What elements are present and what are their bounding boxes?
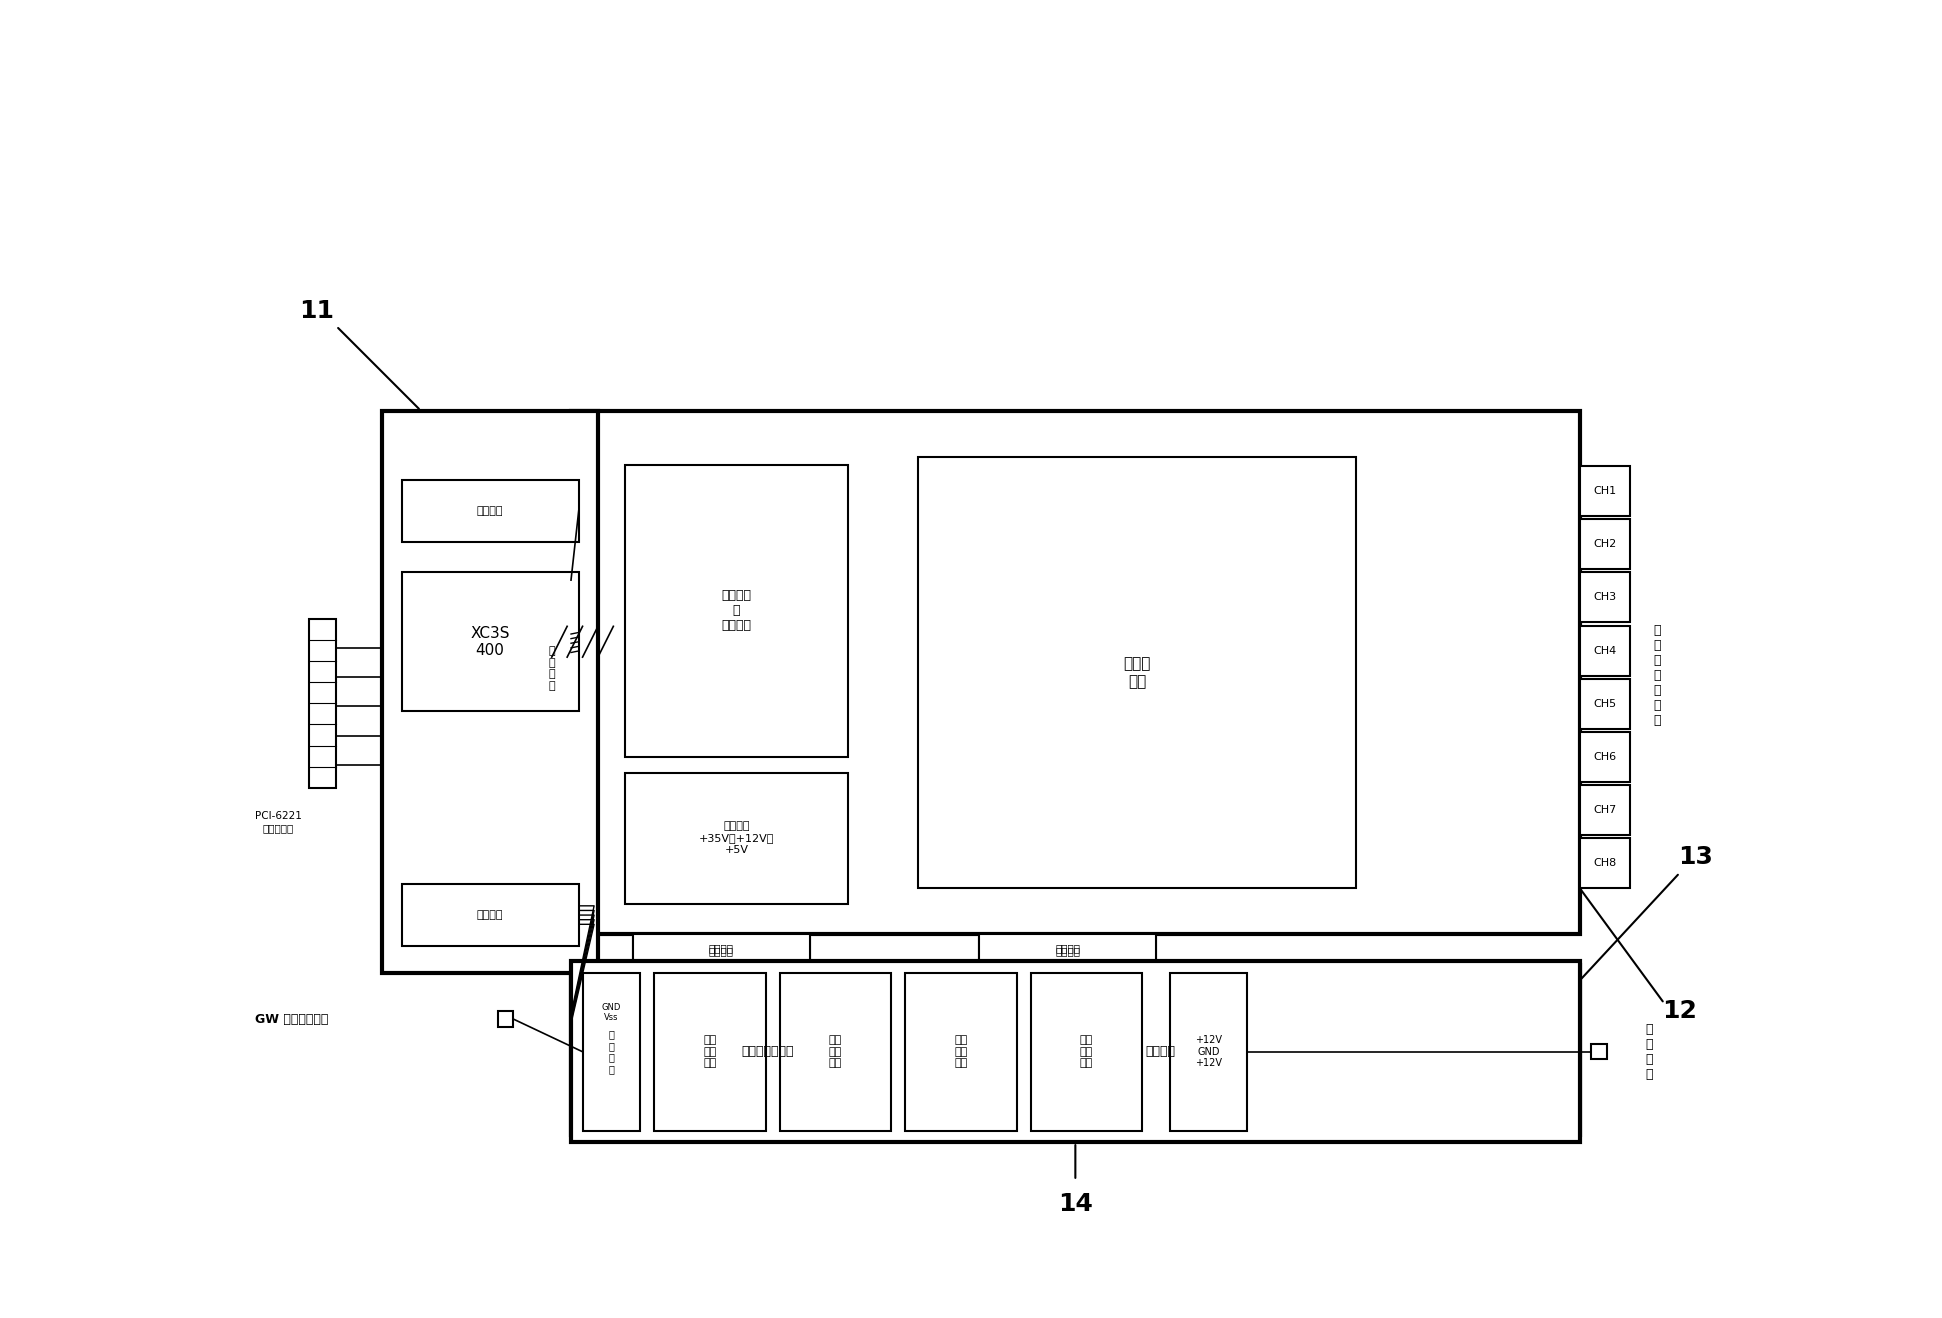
Bar [402, 480, 579, 542]
Bar [654, 973, 765, 1131]
Bar [633, 934, 810, 961]
Text: 接口电路
和
触发电路: 接口电路 和 触发电路 [722, 589, 752, 633]
Text: 控制和保护电路: 控制和保护电路 [742, 1045, 794, 1058]
Text: 电源接口
+35V、+12V、
+5V: 电源接口 +35V、+12V、 +5V [699, 821, 775, 854]
Bar [625, 465, 849, 758]
Text: 电阻
测量
电路: 电阻 测量 电路 [829, 1035, 843, 1069]
Bar [1579, 838, 1629, 888]
Text: PCI-6221
数据采集卡: PCI-6221 数据采集卡 [254, 811, 301, 833]
Text: CH5: CH5 [1592, 699, 1616, 709]
Text: GND
Vss: GND Vss [602, 1003, 621, 1021]
Text: 控
制
接
口: 控 制 接 口 [548, 646, 555, 691]
Bar [1579, 679, 1629, 729]
Text: GW 可调直流电源: GW 可调直流电源 [254, 1012, 328, 1025]
Bar [1579, 731, 1629, 782]
Bar [1579, 467, 1629, 517]
Text: 模拟接口: 模拟接口 [478, 909, 503, 920]
Text: 电感
测量
电路: 电感 测量 电路 [703, 1035, 717, 1069]
Bar [1171, 973, 1247, 1131]
Text: 控测接口: 控测接口 [709, 942, 734, 953]
Text: 控测接口: 控测接口 [709, 946, 734, 957]
Text: 复位接口: 复位接口 [1055, 946, 1080, 957]
Text: 电流
测量
电路: 电流 测量 电路 [1080, 1035, 1093, 1069]
Text: CH3: CH3 [1592, 593, 1616, 602]
Bar [402, 884, 579, 946]
Text: 驱级电路: 驱级电路 [1146, 1045, 1175, 1058]
Bar [1579, 626, 1629, 676]
Bar [571, 411, 1579, 934]
Bar [583, 973, 641, 1131]
Bar [497, 1011, 513, 1027]
Bar [1033, 985, 1288, 1119]
Bar [979, 934, 1155, 961]
Bar [571, 965, 1579, 1135]
Text: CH4: CH4 [1592, 646, 1616, 655]
Text: XC3S
400: XC3S 400 [470, 626, 511, 658]
Text: 外
部
电
源: 外 部 电 源 [1645, 1023, 1653, 1081]
Bar [779, 973, 891, 1131]
Bar [917, 457, 1356, 888]
Bar [1590, 1044, 1606, 1060]
Bar [633, 938, 810, 965]
Text: 11: 11 [299, 299, 334, 323]
Text: CH1: CH1 [1592, 486, 1616, 496]
Bar [309, 618, 336, 788]
Bar [594, 985, 940, 1119]
Text: 13: 13 [1678, 845, 1713, 870]
Text: 接
传
测
集
电
磁
侧: 接 传 测 集 电 磁 侧 [1653, 625, 1660, 728]
Bar [571, 961, 1579, 1143]
Bar [1579, 786, 1629, 836]
Text: CH8: CH8 [1592, 858, 1616, 869]
Bar [402, 572, 579, 710]
Text: 调试接口: 调试接口 [478, 506, 503, 515]
Text: 12: 12 [1662, 999, 1697, 1023]
Bar [1579, 519, 1629, 569]
Text: 14: 14 [1058, 1191, 1093, 1215]
Text: CH7: CH7 [1592, 805, 1616, 815]
Text: 测量接口: 测量接口 [1055, 942, 1080, 953]
Text: CH6: CH6 [1592, 751, 1616, 762]
Bar [532, 542, 571, 796]
Bar [625, 772, 849, 904]
Bar [1031, 973, 1142, 1131]
Bar [979, 938, 1155, 965]
Bar [905, 973, 1018, 1131]
Text: 电压
测量
电路: 电压 测量 电路 [954, 1035, 967, 1069]
Text: 继电器
阵列: 继电器 阵列 [1122, 656, 1152, 689]
Bar [1579, 572, 1629, 622]
Text: 调
测
接
口: 调 测 接 口 [608, 1029, 614, 1074]
Text: +12V
GND
+12V: +12V GND +12V [1194, 1035, 1222, 1069]
Text: CH2: CH2 [1592, 539, 1616, 550]
Bar [383, 411, 598, 973]
